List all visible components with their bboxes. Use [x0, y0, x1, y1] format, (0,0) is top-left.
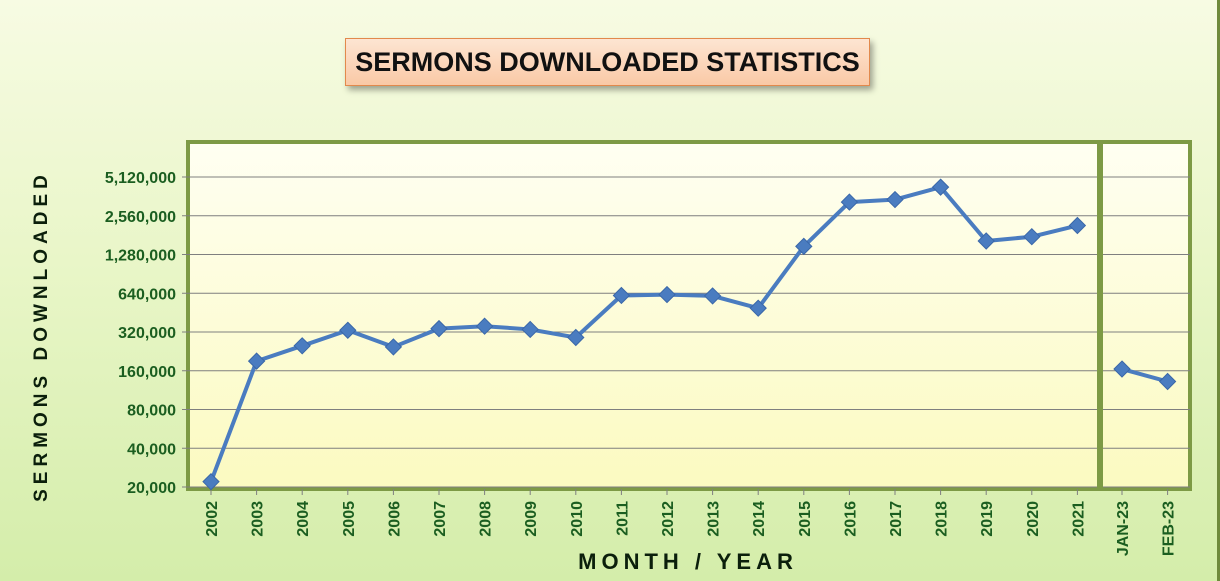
x-tick-label: 2017: [888, 501, 905, 537]
y-tick-label: 80,000: [127, 403, 176, 420]
x-tick-label: 2003: [250, 501, 267, 537]
x-tick-label: JAN-23: [1115, 501, 1132, 556]
data-point: [384, 338, 403, 356]
series-line: [1121, 367, 1169, 384]
data-point: [1113, 360, 1131, 378]
data-point: [475, 317, 494, 335]
data-point: [840, 193, 859, 211]
x-tick-label: 2012: [660, 501, 677, 537]
data-point: [1068, 216, 1087, 235]
y-tick-label: 20,000: [127, 480, 176, 497]
series-line: [209, 185, 1078, 483]
x-tick-label: 2009: [523, 501, 540, 537]
x-tick-label: 2005: [341, 501, 358, 537]
data-point: [339, 321, 357, 339]
y-tick-label: 320,000: [118, 325, 176, 342]
x-tick-label: 2002: [204, 501, 221, 537]
data-point: [1158, 372, 1177, 391]
x-tick-label: 2016: [842, 501, 859, 537]
chart-title: SERMONS DOWNLOADED STATISTICS: [345, 38, 870, 86]
x-axis-label: MONTH / YEAR: [578, 549, 798, 574]
x-tick-label: 2008: [478, 501, 495, 537]
data-point: [567, 328, 585, 347]
y-tick-label: 640,000: [118, 286, 176, 303]
x-tick-label: 2013: [706, 501, 723, 537]
data-point: [658, 285, 676, 304]
y-tick-label: 40,000: [127, 441, 176, 458]
x-tick-label: FEB-23: [1161, 501, 1178, 556]
y-tick-label: 160,000: [118, 364, 176, 381]
data-point: [795, 237, 813, 256]
data-point: [977, 232, 995, 250]
data-point: [612, 286, 631, 305]
x-tick-label: 2010: [569, 501, 586, 537]
x-tick-label: 2004: [295, 501, 312, 537]
x-tick-label: 2021: [1070, 501, 1087, 537]
data-point: [521, 320, 539, 339]
y-tick-label: 5,120,000: [105, 170, 176, 187]
x-tick-label: 2020: [1025, 501, 1042, 537]
y-tick-label: 1,280,000: [105, 248, 176, 265]
x-tick-label: 2011: [614, 501, 631, 536]
x-tick-label: 2014: [751, 501, 768, 537]
x-tick-label: 2006: [386, 501, 403, 537]
data-point: [1023, 227, 1041, 246]
x-tick-label: 2019: [979, 501, 996, 537]
data-point: [247, 352, 266, 370]
x-tick-label: 2018: [934, 501, 951, 537]
data-point: [703, 287, 722, 305]
data-point: [430, 319, 448, 338]
x-tick-label: 2015: [797, 501, 814, 537]
data-point: [202, 472, 220, 491]
x-tick-label: 2007: [432, 501, 449, 537]
y-tick-label: 2,560,000: [105, 209, 176, 226]
data-point: [886, 190, 904, 209]
data-point: [749, 299, 767, 317]
plot-area: [186, 140, 1192, 491]
data-point: [931, 178, 950, 196]
data-point: [293, 337, 311, 355]
